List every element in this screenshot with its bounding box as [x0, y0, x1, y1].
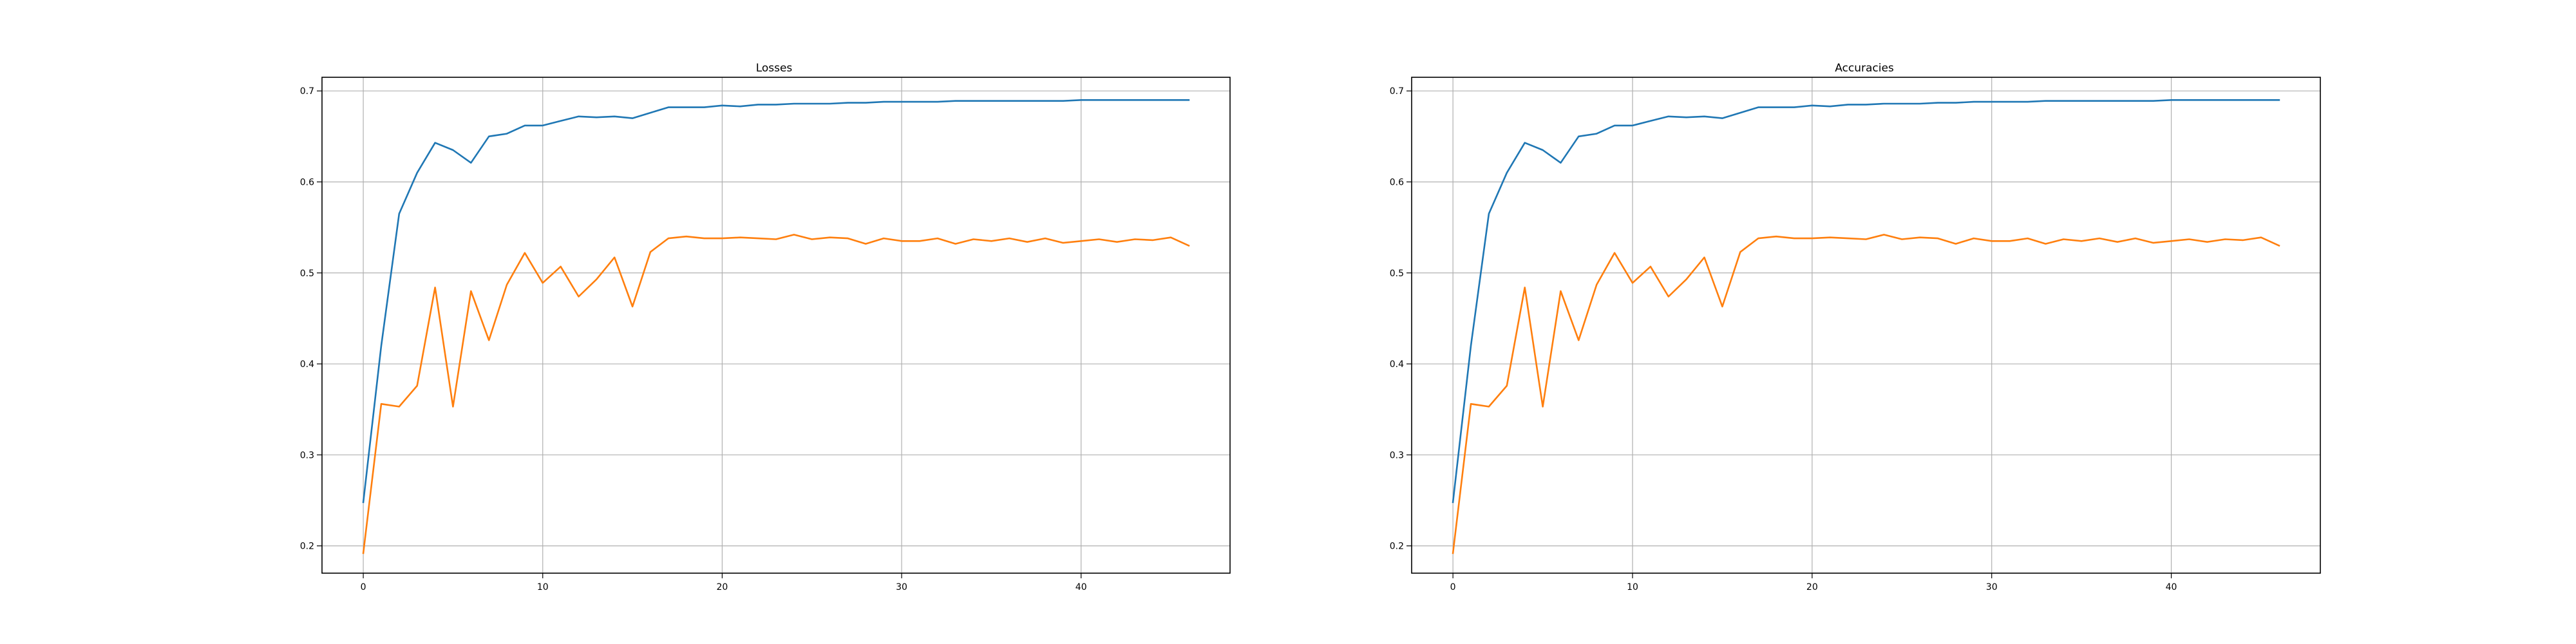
x-tick-label: 10: [537, 582, 549, 592]
y-tick-label: 0.4: [1390, 359, 1404, 370]
x-tick-label: 20: [1806, 582, 1818, 592]
x-tick-label: 30: [896, 582, 907, 592]
x-tick-label: 0: [1450, 582, 1456, 592]
chart-title: Accuracies: [1835, 62, 1894, 75]
series-line-0: [1452, 99, 2280, 504]
y-tick-label: 0.6: [300, 177, 314, 187]
y-tick-label: 0.3: [1390, 450, 1404, 460]
x-tick-label: 20: [716, 582, 728, 592]
x-tick-label: 40: [1075, 582, 1087, 592]
chart-accuracies: Accuracies 0 10 20 30 40 0.2 0.3 0.4 0.5 0.6 0.7: [1390, 62, 2321, 592]
plot-frame: [321, 77, 1231, 574]
plot-frame: [1411, 77, 2321, 574]
y-tick-label: 0.7: [300, 86, 314, 97]
chart-title: Losses: [756, 62, 793, 75]
series-line-1: [1452, 234, 2280, 554]
series-line-1: [362, 234, 1190, 554]
y-tick-label: 0.2: [300, 542, 314, 552]
y-tick-label: 0.5: [300, 269, 314, 279]
chart-losses: Losses 0 10 20 30 40 0.2 0.3 0.4 0.5 0.6 0.7: [300, 62, 1231, 592]
x-tick-label: 30: [1986, 582, 1998, 592]
x-tick-label: 10: [1627, 582, 1638, 592]
y-tick-label: 0.5: [1390, 269, 1404, 279]
y-tick-label: 0.4: [300, 359, 314, 370]
x-tick-label: 40: [2166, 582, 2177, 592]
y-tick-label: 0.6: [1390, 177, 1404, 187]
series-line-0: [362, 99, 1190, 504]
y-tick-label: 0.2: [1390, 542, 1404, 552]
x-tick-label: 0: [361, 582, 366, 592]
y-tick-label: 0.7: [1390, 86, 1404, 97]
y-tick-label: 0.3: [300, 450, 314, 460]
